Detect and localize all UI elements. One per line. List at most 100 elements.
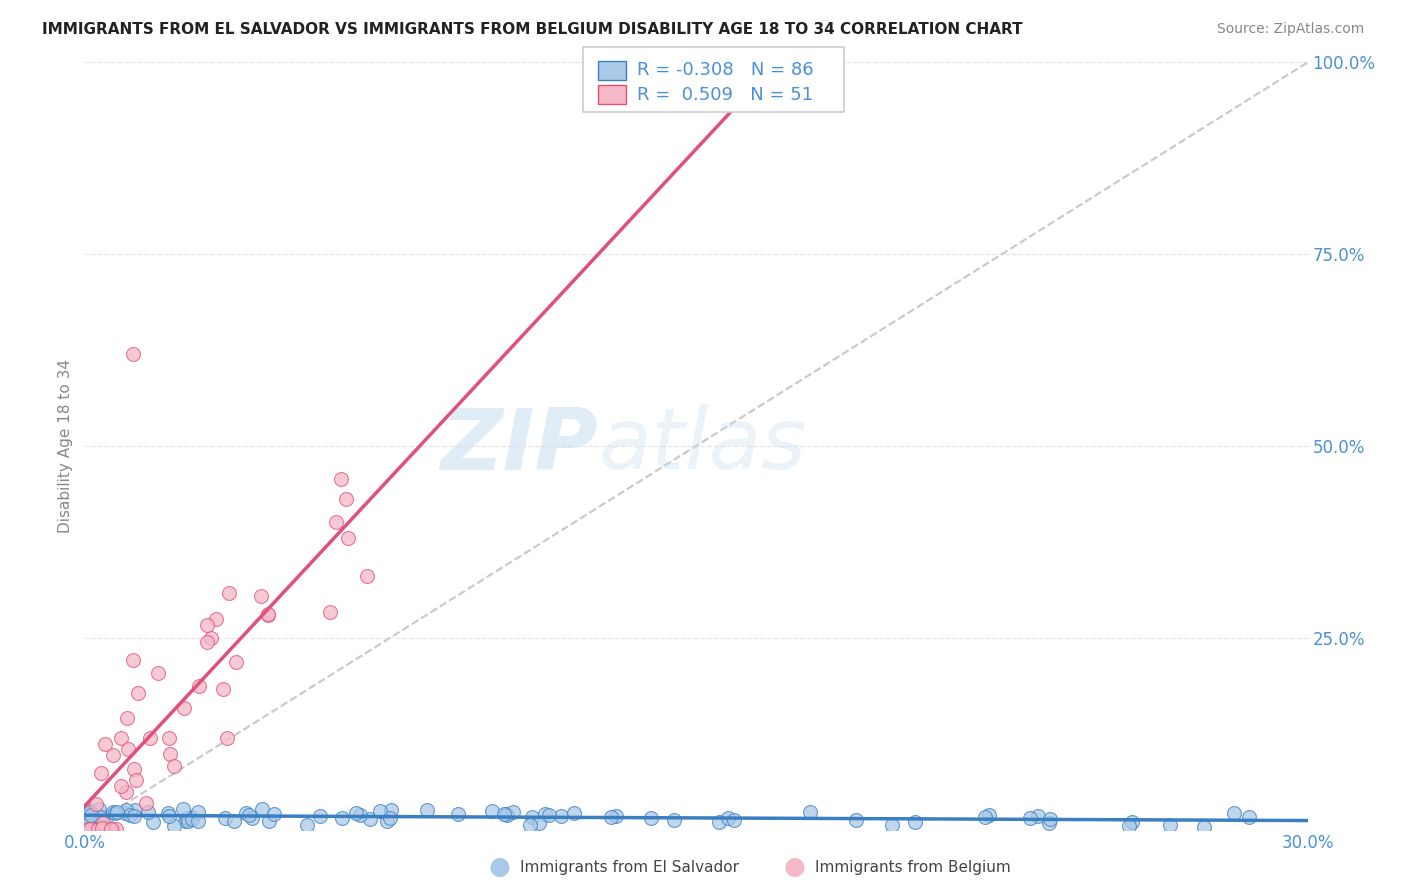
Point [84,797,107,812]
Point [101,822,124,836]
Point [77,812,100,826]
Point [502,805,524,820]
Point [562,805,585,820]
Point [447,807,470,822]
Point [176,811,198,825]
Point [235,806,257,821]
Point [125,772,148,787]
Point [416,803,439,817]
Point [332,811,354,825]
Point [77,803,100,817]
Point [136,805,159,819]
Point [335,491,357,506]
Point [180,810,202,824]
Point [640,812,662,826]
Point [224,814,246,829]
Point [187,814,209,828]
Point [93,737,115,751]
Point [77,812,100,826]
Point [94,821,117,835]
Text: atlas: atlas [598,404,806,488]
Point [496,808,519,822]
Point [87,822,110,836]
Point [1118,819,1140,833]
Point [845,813,868,827]
Text: R = -0.308   N = 86: R = -0.308 N = 86 [637,62,814,79]
Point [103,805,125,820]
Point [257,607,280,622]
Point [139,731,162,745]
Point [1237,809,1260,823]
Point [605,809,627,823]
Point [157,806,180,821]
Point [212,681,235,696]
Point [250,802,273,816]
Point [1223,806,1246,821]
Point [104,805,127,820]
Point [329,472,352,486]
Point [79,814,101,828]
Point [349,808,371,822]
Point [799,805,821,820]
Point [481,804,503,818]
Point [250,590,273,604]
Point [122,653,145,667]
Point [86,822,108,836]
Point [297,817,319,831]
Point [1018,811,1040,825]
Point [124,803,146,817]
Point [263,807,285,822]
Point [368,804,391,818]
Point [115,784,138,798]
Point [979,808,1001,822]
Point [217,731,239,745]
Point [122,347,145,361]
Point [527,815,550,830]
Point [110,779,132,793]
Point [1159,818,1181,832]
Point [336,531,359,545]
Point [537,807,560,822]
Point [308,809,330,823]
Point [218,586,240,600]
Point [195,635,218,649]
Point [122,763,145,777]
Point [707,815,730,830]
Point [177,814,200,828]
Point [142,815,165,830]
Point [127,686,149,700]
Point [91,822,114,836]
Point [1039,812,1062,826]
Point [1121,814,1143,829]
Point [359,813,381,827]
Point [100,822,122,836]
Point [105,805,128,820]
Point [97,822,120,836]
Point [723,814,745,828]
Point [122,809,145,823]
Point [159,747,181,762]
Point [86,822,108,836]
Text: IMMIGRANTS FROM EL SALVADOR VS IMMIGRANTS FROM BELGIUM DISABILITY AGE 18 TO 34 C: IMMIGRANTS FROM EL SALVADOR VS IMMIGRANT… [42,22,1022,37]
Point [79,807,101,822]
Point [344,805,367,820]
Point [87,802,110,816]
Point [195,618,218,632]
Point [172,802,194,816]
Point [974,810,997,824]
Point [157,731,180,745]
Point [495,806,517,821]
Point [79,805,101,819]
Point [519,818,541,832]
Text: R =  0.509   N = 51: R = 0.509 N = 51 [637,86,813,103]
Point [118,808,141,822]
Point [173,701,195,715]
Point [325,515,347,529]
Point [238,807,260,822]
Text: ZIP: ZIP [440,404,598,488]
Point [157,808,180,822]
Point [356,568,378,582]
Point [115,803,138,817]
Point [522,809,544,823]
Point [904,814,927,829]
